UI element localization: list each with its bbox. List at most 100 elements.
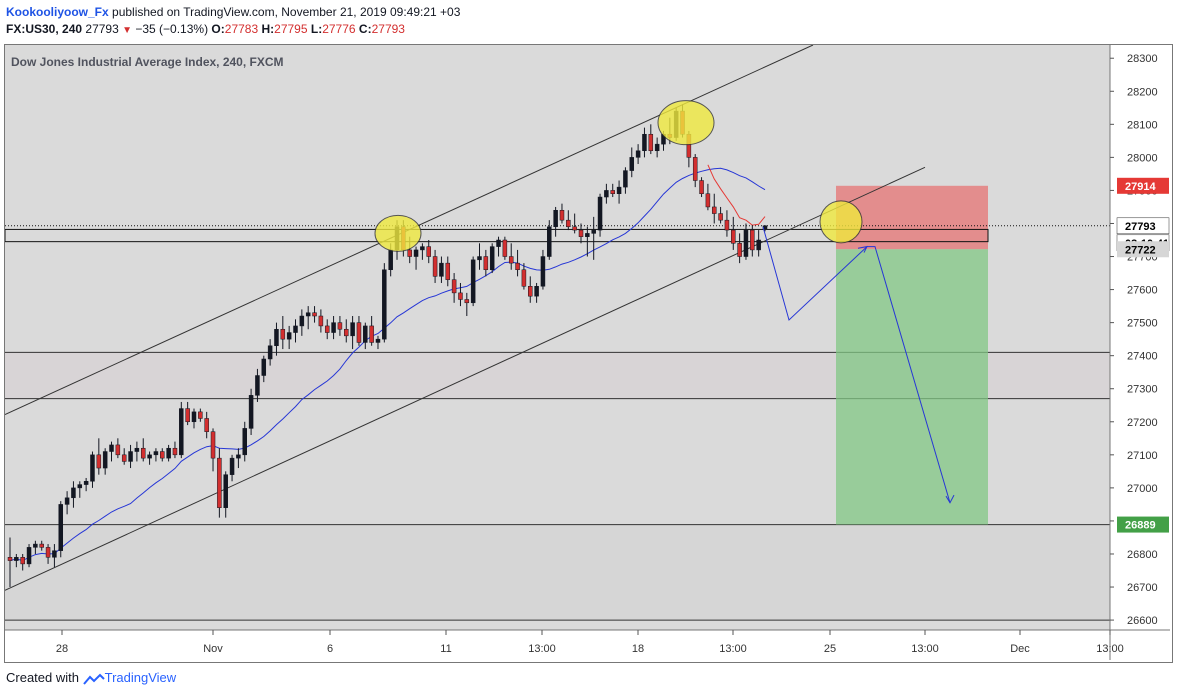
candle-body xyxy=(515,262,520,270)
candle-body xyxy=(255,375,260,396)
candle-body xyxy=(210,431,216,459)
high-value: 27795 xyxy=(274,22,308,36)
candle-body xyxy=(559,210,565,221)
candle-body xyxy=(90,454,95,482)
candle-body xyxy=(711,206,717,214)
price-label-entry-box xyxy=(1117,241,1169,258)
candle-body xyxy=(121,454,127,462)
candle-body xyxy=(439,262,444,277)
chart-title: Dow Jones Industrial Average Index, 240,… xyxy=(11,55,284,69)
candle-body xyxy=(14,557,19,561)
candle-body xyxy=(286,332,292,340)
low-label: L: xyxy=(310,22,323,36)
candle-body xyxy=(528,286,533,297)
candle-body xyxy=(743,229,749,257)
x-tick-label: Nov xyxy=(203,643,223,655)
candle-body xyxy=(737,243,742,257)
candle-body xyxy=(185,408,190,423)
candle-body xyxy=(642,133,647,152)
y-tick-label: 27600 xyxy=(1127,285,1158,297)
candle-body xyxy=(489,246,495,270)
candle-body xyxy=(223,474,228,508)
author-link[interactable]: Kookooliyoow_Fx xyxy=(6,5,109,19)
candle-body xyxy=(388,249,393,270)
tradingview-logo-icon xyxy=(82,673,105,685)
arrow-head-icon xyxy=(857,245,868,253)
candle-body xyxy=(128,451,133,462)
candle-body xyxy=(267,345,273,360)
candle-body xyxy=(134,447,140,452)
chart-area[interactable]: 2830028200281002800027900278002770027600… xyxy=(5,45,1170,660)
footer: Created with TradingView xyxy=(6,670,176,685)
candle-body xyxy=(540,256,546,287)
price-label-entry: 27722 xyxy=(1125,244,1156,256)
candle-body xyxy=(179,408,184,456)
candle-body xyxy=(337,322,343,330)
candle-body xyxy=(324,325,330,333)
candle-body xyxy=(191,411,197,423)
candle-body xyxy=(547,226,552,257)
candle-body xyxy=(363,325,368,343)
candle-body xyxy=(718,213,723,221)
candle-body xyxy=(508,256,514,264)
price-label-target: 26889 xyxy=(1125,520,1156,532)
candle-body xyxy=(502,239,508,257)
candle-body xyxy=(699,180,704,194)
candle-body xyxy=(331,322,336,333)
candle-body xyxy=(318,315,324,327)
candle-body xyxy=(496,239,501,247)
price-label-stop-box xyxy=(1117,177,1169,194)
candle-body xyxy=(648,133,654,152)
candle-body xyxy=(261,358,267,376)
highlight-circle xyxy=(819,200,863,244)
candle-body xyxy=(172,447,178,456)
y-tick-label: 27000 xyxy=(1127,483,1158,495)
candle-body xyxy=(477,256,482,261)
candle-body xyxy=(458,292,463,300)
candle-body xyxy=(470,259,476,304)
ohlc-line: FX:US30, 240 27793 ▼ −35 (−0.13%) O:2778… xyxy=(6,21,460,39)
tradingview-brand[interactable]: TradingView xyxy=(104,670,177,685)
candle-body xyxy=(597,196,603,231)
candle-body xyxy=(305,312,311,317)
candle-body xyxy=(229,457,235,475)
candle-body xyxy=(413,249,419,257)
candle-body xyxy=(483,256,489,270)
candle-body xyxy=(102,451,108,469)
arrow-head-icon xyxy=(945,494,955,504)
candle-body xyxy=(451,279,457,294)
candle-body xyxy=(445,262,451,280)
price-label-last: 27793 xyxy=(1125,221,1156,233)
candle-body xyxy=(420,246,425,251)
candle-body xyxy=(204,418,209,432)
candle-body xyxy=(464,299,470,304)
candle-body xyxy=(750,229,755,251)
y-tick-label: 27100 xyxy=(1127,450,1158,462)
candle-body xyxy=(426,246,431,257)
candle-body xyxy=(312,312,317,317)
candle-body xyxy=(293,325,298,333)
candle-body xyxy=(344,328,349,337)
y-tick-label: 27400 xyxy=(1127,351,1158,363)
candle-body xyxy=(299,315,305,327)
candle-body xyxy=(616,186,622,194)
symbol-label: FX:US30, 240 xyxy=(6,22,83,36)
price-label-last-box xyxy=(1116,217,1170,235)
candle-body xyxy=(692,157,698,181)
change-value: −35 (−0.13%) xyxy=(135,22,209,36)
y-tick-label: 28000 xyxy=(1127,152,1158,164)
y-tick-label: 26600 xyxy=(1127,615,1158,627)
candle-body xyxy=(585,233,590,237)
candle-body xyxy=(147,454,152,459)
short-moving-average-line xyxy=(707,164,766,226)
x-tick-label: 13:00 xyxy=(528,643,556,655)
candle-body xyxy=(756,239,761,251)
candle-body xyxy=(71,487,76,499)
x-tick-label: Dec xyxy=(1010,643,1030,655)
candle-body xyxy=(705,193,711,208)
candle-body xyxy=(629,157,635,171)
candle-body xyxy=(578,229,584,237)
y-tick-label: 26800 xyxy=(1127,549,1158,561)
y-tick-label: 27200 xyxy=(1127,417,1158,429)
open-value: 27783 xyxy=(224,22,259,36)
